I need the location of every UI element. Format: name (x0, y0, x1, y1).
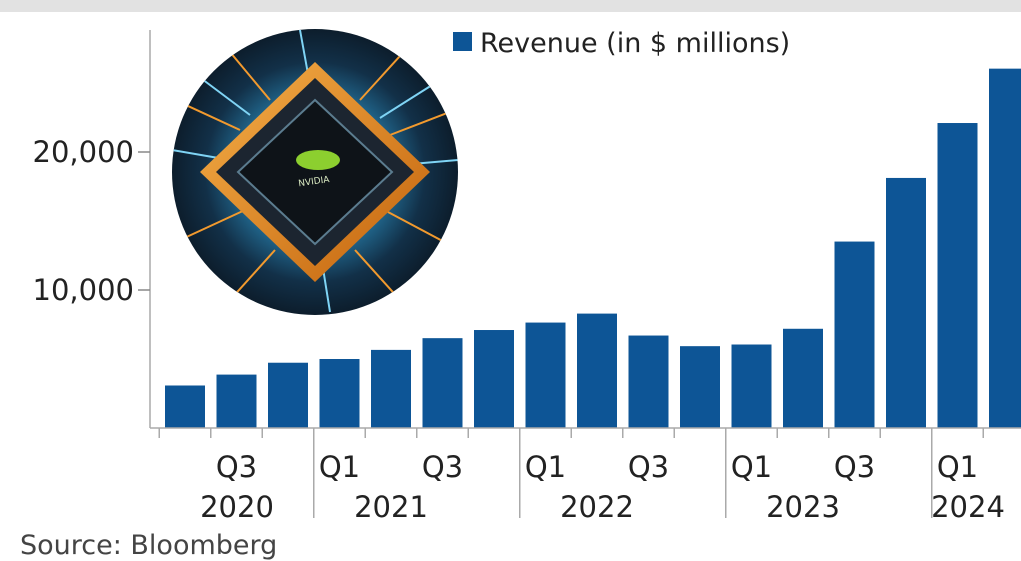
bar-q1-2021 (319, 359, 360, 428)
bar-q2-2021 (371, 349, 411, 428)
x-tick-label: Q1 (731, 450, 772, 484)
year-label: 2023 (766, 490, 840, 524)
top-bar (0, 0, 1021, 12)
bar-q1-2022 (525, 322, 566, 428)
y-tick-label: 10,000 (33, 273, 134, 307)
bar-q2-2023 (783, 328, 823, 428)
x-tick-label: Q3 (628, 450, 669, 484)
bar-q3-2020 (216, 374, 257, 428)
legend-swatch (453, 32, 472, 51)
x-tick-label: Q3 (422, 450, 463, 484)
year-label: 2024 (931, 490, 1005, 524)
revenue-bar-chart: 10,000 20,000 Q3 Q1 Q3 Q1 Q3 Q1 Q3 Q1 2020 2021 20… (33, 28, 1021, 524)
bar-q3-2023 (834, 241, 875, 428)
bar-q2-2024 (989, 68, 1021, 428)
chip-illustration: NVIDIA (172, 29, 458, 315)
x-tick-label: Q3 (834, 450, 875, 484)
bar-q4-2020 (268, 362, 308, 428)
bar-q4-2022 (680, 346, 720, 428)
year-label: 2021 (354, 490, 428, 524)
source-note: Source: Bloomberg (20, 530, 278, 561)
legend-label: Revenue (in $ millions) (480, 28, 790, 59)
x-tick-label: Q3 (216, 450, 257, 484)
year-label: 2022 (560, 490, 634, 524)
bar-q1-2023 (731, 344, 772, 428)
x-tick-label: Q1 (319, 450, 360, 484)
chip-logo-text: NVIDIA (298, 175, 331, 189)
bar-q4-2023 (886, 177, 926, 428)
bar-q2-2020 (165, 385, 205, 428)
bar-q2-2022 (577, 313, 617, 428)
x-tick-label: Q1 (525, 450, 566, 484)
y-tick-label: 20,000 (33, 135, 134, 169)
legend: Revenue (in $ millions) (453, 28, 790, 59)
year-label: 2020 (200, 490, 274, 524)
bar-q3-2021 (422, 338, 463, 428)
bar-q1-2024 (937, 123, 978, 429)
x-tick-label: Q1 (937, 450, 978, 484)
bar-q4-2021 (474, 330, 514, 428)
bar-q3-2022 (628, 335, 669, 428)
